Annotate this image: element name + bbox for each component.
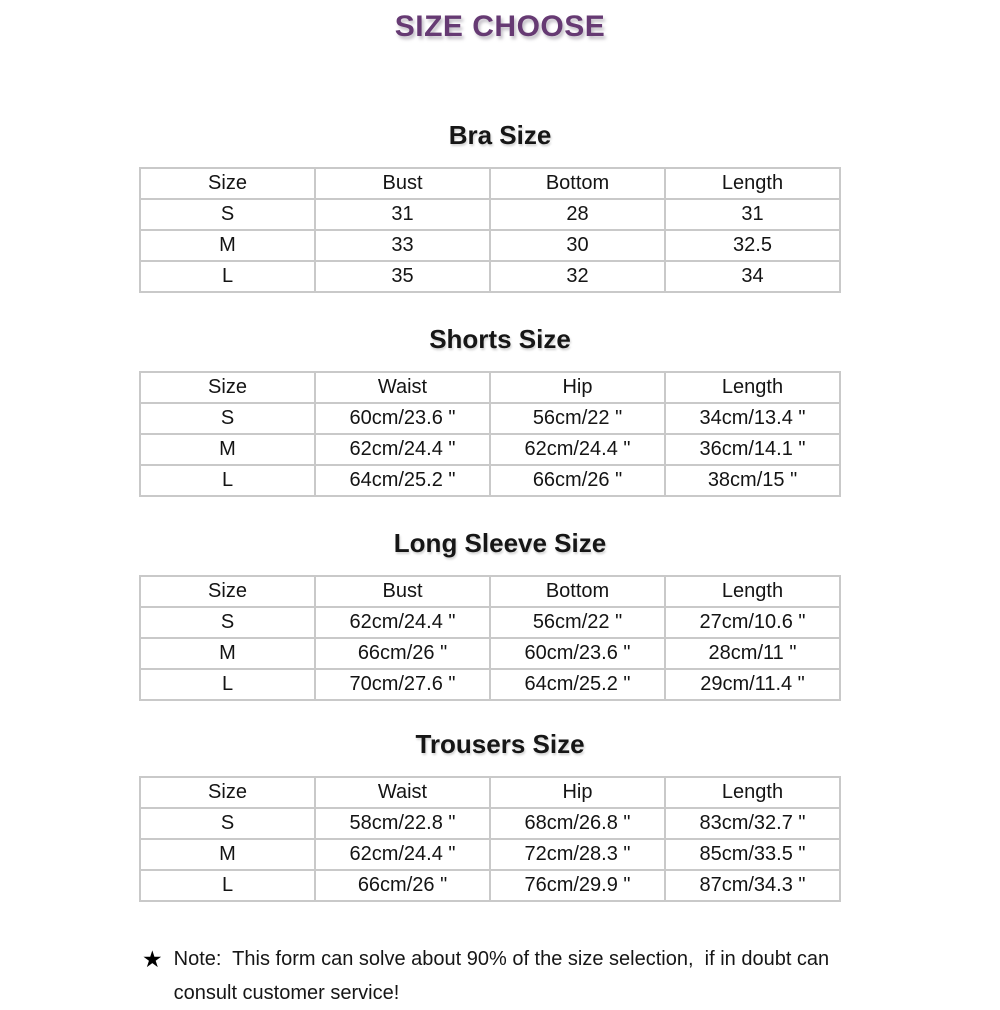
table-row: L 70cm/27.6 " 64cm/25.2 " 29cm/11.4 " (139, 668, 841, 701)
note: ★ Note: This form can solve about 90% of… (142, 942, 962, 1010)
table-cell: M (139, 229, 316, 262)
table-cell: 62cm/24.4 " (314, 606, 491, 639)
table-cell: 60cm/23.6 " (314, 402, 491, 435)
column-header: Length (664, 167, 841, 200)
bra-size-table: Size Bust Bottom Length S 31 28 31 M 33 30 32.5 L 35 3… (139, 167, 841, 293)
column-header: Waist (314, 371, 491, 404)
table-row: L 35 32 34 (139, 260, 841, 293)
column-header: Size (139, 575, 316, 608)
table-cell: 87cm/34.3 " (664, 869, 841, 902)
column-header: Bust (314, 167, 491, 200)
table-cell: 64cm/25.2 " (489, 668, 666, 701)
table-cell: 35 (314, 260, 491, 293)
table-row: S 60cm/23.6 " 56cm/22 " 34cm/13.4 " (139, 402, 841, 435)
table-row: S 31 28 31 (139, 198, 841, 231)
column-header: Size (139, 167, 316, 200)
column-header: Bust (314, 575, 491, 608)
page-title: SIZE CHOOSE (394, 10, 606, 43)
long-sleeve-size-table: Size Bust Bottom Length S 62cm/24.4 " 56cm/22 … (139, 575, 841, 701)
table-cell: 27cm/10.6 " (664, 606, 841, 639)
table-row: S 58cm/22.8 " 68cm/26.8 " 83cm/32.7 " (139, 807, 841, 840)
column-header: Hip (489, 371, 666, 404)
table-row: M 66cm/26 " 60cm/23.6 " 28cm/11 " (139, 637, 841, 670)
table-cell: 32 (489, 260, 666, 293)
table-cell: L (139, 668, 316, 701)
table-header-row: Size Bust Bottom Length (139, 167, 841, 200)
section-bra-size: Bra Size Size Bust Bottom Length S 31 28 31 M 33 3… (0, 119, 1000, 293)
note-text: Note: This form can solve about 90% of t… (173, 948, 830, 1004)
table-cell: 56cm/22 " (489, 606, 666, 639)
table-cell: 83cm/32.7 " (664, 807, 841, 840)
table-cell: 32.5 (664, 229, 841, 262)
table-row: M 62cm/24.4 " 62cm/24.4 " 36cm/14.1 " (139, 433, 841, 466)
table-cell: 72cm/28.3 " (489, 838, 666, 871)
long-sleeve-size-heading: Long Sleeve Size (393, 528, 607, 558)
table-row: M 62cm/24.4 " 72cm/28.3 " 85cm/33.5 " (139, 838, 841, 871)
section-long-sleeve-size: Long Sleeve Size Size Bust Bottom Length S 62… (0, 527, 1000, 701)
column-header: Size (139, 776, 316, 809)
table-cell: 62cm/24.4 " (314, 838, 491, 871)
table-row: L 64cm/25.2 " 66cm/26 " 38cm/15 " (139, 464, 841, 497)
star-icon: ★ (142, 946, 163, 972)
table-row: S 62cm/24.4 " 56cm/22 " 27cm/10.6 " (139, 606, 841, 639)
table-cell: 66cm/26 " (314, 869, 491, 902)
table-cell: 62cm/24.4 " (314, 433, 491, 466)
table-cell: 64cm/25.2 " (314, 464, 491, 497)
table-cell: 58cm/22.8 " (314, 807, 491, 840)
column-header: Bottom (489, 575, 666, 608)
table-cell: 38cm/15 " (664, 464, 841, 497)
column-header: Length (664, 575, 841, 608)
table-cell: 56cm/22 " (489, 402, 666, 435)
column-header: Length (664, 371, 841, 404)
table-cell: 29cm/11.4 " (664, 668, 841, 701)
table-cell: 28cm/11 " (664, 637, 841, 670)
table-header-row: Size Waist Hip Length (139, 776, 841, 809)
table-cell: S (139, 198, 316, 231)
table-header-row: Size Waist Hip Length (139, 371, 841, 404)
table-cell: 33 (314, 229, 491, 262)
table-cell: 62cm/24.4 " (489, 433, 666, 466)
table-cell: 66cm/26 " (489, 464, 666, 497)
column-header: Waist (314, 776, 491, 809)
bra-size-heading: Bra Size (448, 120, 552, 150)
table-cell: 85cm/33.5 " (664, 838, 841, 871)
table-cell: 28 (489, 198, 666, 231)
table-cell: 34 (664, 260, 841, 293)
table-cell: 30 (489, 229, 666, 262)
table-cell: S (139, 606, 316, 639)
table-cell: M (139, 637, 316, 670)
section-trousers-size: Trousers Size Size Waist Hip Length S 58cm/22… (0, 728, 1000, 902)
table-cell: 70cm/27.6 " (314, 668, 491, 701)
table-row: L 66cm/26 " 76cm/29.9 " 87cm/34.3 " (139, 869, 841, 902)
table-row: M 33 30 32.5 (139, 229, 841, 262)
table-cell: 60cm/23.6 " (489, 637, 666, 670)
table-cell: 31 (664, 198, 841, 231)
table-cell: 76cm/29.9 " (489, 869, 666, 902)
table-cell: L (139, 260, 316, 293)
table-cell: M (139, 838, 316, 871)
table-cell: 36cm/14.1 " (664, 433, 841, 466)
trousers-size-heading: Trousers Size (415, 729, 585, 759)
table-header-row: Size Bust Bottom Length (139, 575, 841, 608)
column-header: Size (139, 371, 316, 404)
column-header: Length (664, 776, 841, 809)
shorts-size-heading: Shorts Size (429, 324, 571, 354)
table-cell: S (139, 807, 316, 840)
table-cell: M (139, 433, 316, 466)
column-header: Bottom (489, 167, 666, 200)
table-cell: S (139, 402, 316, 435)
table-cell: L (139, 464, 316, 497)
table-cell: 31 (314, 198, 491, 231)
column-header: Hip (489, 776, 666, 809)
size-chart-page: SIZE CHOOSE Bra Size Size Bust Bottom Lengt… (0, 8, 1000, 1010)
table-cell: 34cm/13.4 " (664, 402, 841, 435)
section-shorts-size: Shorts Size Size Waist Hip Length S 60cm/23.6… (0, 323, 1000, 497)
table-cell: 68cm/26.8 " (489, 807, 666, 840)
table-cell: 66cm/26 " (314, 637, 491, 670)
table-cell: L (139, 869, 316, 902)
shorts-size-table: Size Waist Hip Length S 60cm/23.6 " 56cm/22 " 3… (139, 371, 841, 497)
trousers-size-table: Size Waist Hip Length S 58cm/22.8 " 68cm/26.8 … (139, 776, 841, 902)
